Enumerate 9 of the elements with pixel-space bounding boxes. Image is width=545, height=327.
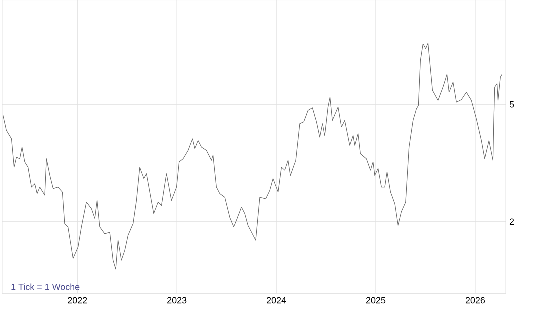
x-tick-label: 2024 xyxy=(267,297,286,304)
annotation: 1 Tick = 1 Woche xyxy=(12,284,80,290)
y-tick-label: 5 xyxy=(510,101,514,108)
x-tick-label: 2025 xyxy=(366,297,386,304)
x-tick-label: 2022 xyxy=(68,297,88,304)
x-tick-label: 2026 xyxy=(466,297,486,304)
line-series xyxy=(3,42,503,270)
x-tick-label: 2023 xyxy=(168,297,187,304)
y-tick-label: 2 xyxy=(510,218,514,225)
